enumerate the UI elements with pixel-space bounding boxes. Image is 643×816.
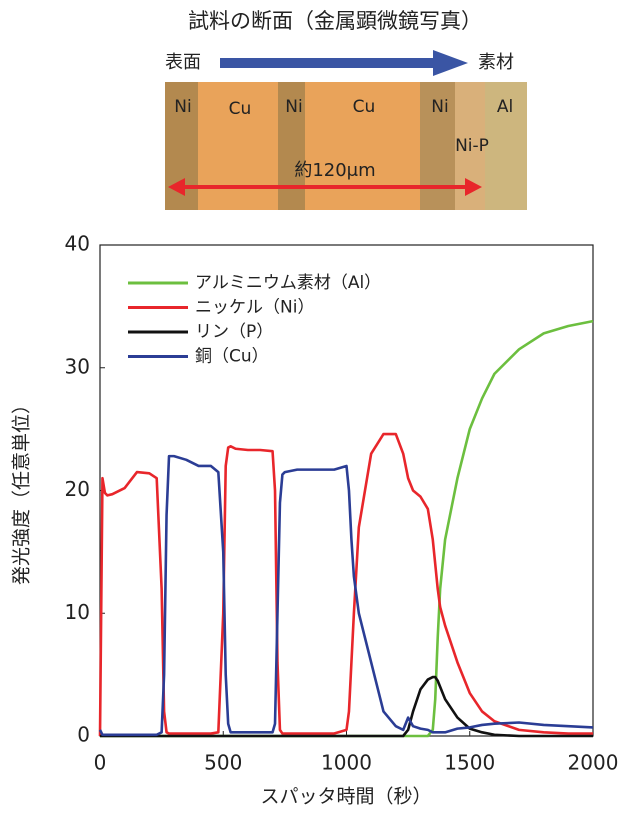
series-line (100, 319, 594, 738)
legend-label: アルミニウム素材（Al） (195, 273, 381, 293)
substrate-label: 素材 (478, 52, 514, 73)
scale-arrow-head (168, 178, 185, 196)
y-tick-label: 20 (65, 477, 90, 501)
x-tick-label: 500 (204, 751, 242, 775)
legend-label: 銅（Cu） (195, 347, 269, 367)
x-tick-label: 2000 (568, 751, 619, 775)
x-axis-label: スパッタ時間（秒） (260, 786, 431, 808)
surface-label: 表面 (165, 52, 201, 73)
y-axis-label: 発光強度（任意単位） (11, 395, 33, 585)
legend-label: ニッケル（Ni） (195, 298, 314, 318)
scale-arrow-head (465, 178, 482, 196)
y-tick-label: 40 (65, 232, 90, 256)
series-line (98, 454, 594, 737)
legend-label: リン（P） (195, 322, 273, 342)
y-tick-label: 0 (77, 723, 90, 747)
direction-arrow-head (433, 50, 468, 76)
layer-label: Ni-P (455, 136, 489, 156)
layer-label: Al (497, 97, 513, 117)
x-tick-label: 0 (94, 751, 107, 775)
y-tick-label: 30 (65, 354, 90, 378)
y-tick-label: 10 (65, 600, 90, 624)
series-line (98, 432, 593, 737)
layer-label: Cu (229, 99, 252, 119)
figure-title: 試料の断面（金属顕微鏡写真） (188, 9, 482, 33)
micrograph: Ni Cu Ni Cu Ni Al Ni-P 約120μm (165, 82, 527, 210)
x-tick-label: 1000 (321, 751, 372, 775)
plot-frame (99, 244, 594, 737)
direction-arrow (220, 58, 435, 68)
layer-label: Ni (285, 97, 302, 117)
scale-label: 約120μm (294, 160, 375, 181)
layer-label: Ni (174, 97, 191, 117)
layer-label: Cu (353, 97, 376, 117)
layer-label: Ni (431, 97, 448, 117)
x-tick-label: 1500 (444, 751, 495, 775)
series-line (100, 675, 593, 738)
layer (485, 82, 527, 210)
